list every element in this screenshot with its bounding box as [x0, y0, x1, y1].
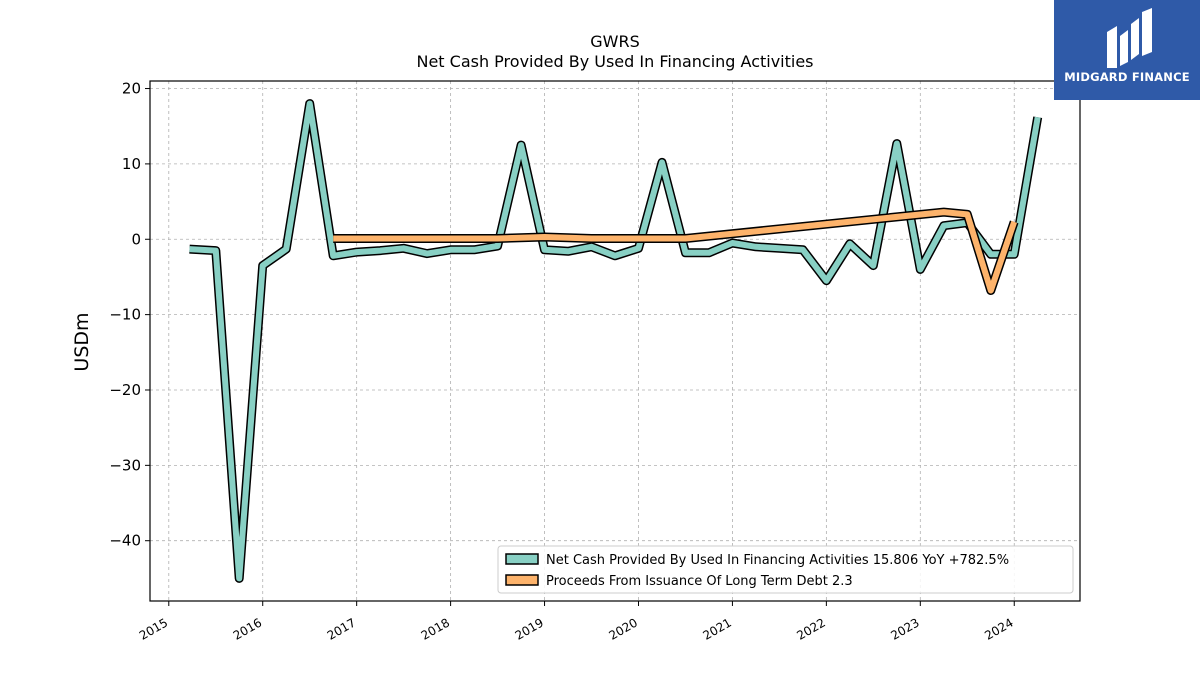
y-tick-label: −30 — [109, 456, 141, 474]
series-line-2 — [333, 209, 1018, 294]
x-tick-label: 2023 — [888, 615, 921, 642]
series-layer — [189, 99, 1043, 583]
legend-box — [497, 545, 1074, 594]
legend: Net Cash Provided By Used In Financing A… — [497, 545, 1074, 594]
legend-label: Proceeds From Issuance Of Long Term Debt… — [546, 574, 853, 589]
x-tick-label: 2022 — [794, 615, 827, 642]
x-tick-label: 2024 — [982, 615, 1015, 642]
x-tick-label: 2018 — [419, 615, 452, 642]
chart-title: GWRS — [590, 32, 640, 51]
chart-subtitle: Net Cash Provided By Used In Financing A… — [416, 52, 813, 71]
x-tick-label: 2021 — [700, 615, 733, 642]
logo-text: MIDGARD FINANCE — [1064, 70, 1190, 84]
x-tick-label: 2020 — [607, 615, 640, 642]
x-tick-label: 2015 — [137, 615, 170, 642]
y-axis-label: USDm — [71, 312, 93, 371]
y-tick-label: −20 — [109, 381, 141, 399]
legend-swatch — [505, 553, 539, 565]
grid — [150, 81, 1080, 601]
series-outline-1 — [189, 99, 1043, 583]
legend-swatch — [505, 574, 539, 586]
y-tick-label: 10 — [122, 155, 141, 173]
x-tick-label: 2016 — [231, 615, 264, 642]
series-line-1 — [189, 100, 1041, 582]
y-tick-label: 0 — [131, 230, 141, 248]
legend-label: Net Cash Provided By Used In Financing A… — [546, 553, 1009, 568]
x-tick-label: 2019 — [513, 615, 546, 642]
plot-frame — [149, 80, 1081, 602]
y-tick-label: −10 — [109, 306, 141, 324]
x-tick-label: 2017 — [325, 615, 358, 642]
logo-mark-icon — [1107, 8, 1152, 68]
brand-logo: MIDGARD FINANCE — [1054, 0, 1200, 100]
y-tick-label: 20 — [122, 80, 141, 98]
y-tick-label: −40 — [109, 532, 141, 550]
